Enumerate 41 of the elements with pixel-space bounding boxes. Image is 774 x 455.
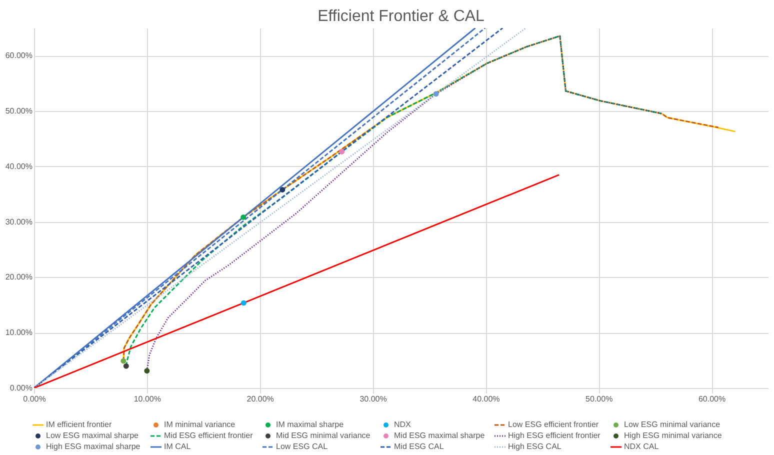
y-tick-label: 10.00%	[5, 328, 32, 338]
legend-label: IM efficient frontier	[46, 420, 112, 429]
chart-title: Efficient Frontier & CAL	[318, 8, 485, 25]
y-tick-label: 60.00%	[5, 51, 32, 60]
y-tick-label: 20.00%	[5, 272, 32, 282]
x-tick-label: 60.00%	[698, 394, 726, 404]
y-tick-label: 40.00%	[5, 162, 32, 171]
legend-label: Low ESG CAL	[276, 442, 328, 451]
legend-label: Low ESG maximal sharpe	[46, 431, 140, 440]
x-tick-label: 10.00%	[134, 394, 161, 404]
legend-label: Low ESG efficient frontier	[508, 420, 599, 429]
point	[240, 214, 246, 220]
legend-label: Low ESG minimal variance	[624, 420, 721, 429]
y-tick-label: 30.00%	[5, 217, 32, 226]
point	[433, 91, 439, 97]
legend-label: Mid ESG minimal variance	[276, 431, 371, 440]
point	[144, 368, 150, 374]
point	[120, 358, 126, 364]
x-tick-label: 20.00%	[246, 394, 274, 404]
legend-label: IM minimal variance	[164, 420, 236, 429]
y-tick-label: 0.00%	[10, 384, 32, 392]
x-tick-label: 0.00%	[23, 394, 46, 404]
legend-label: IM maximal sharpe	[276, 420, 344, 429]
legend-label: Mid ESG CAL	[394, 442, 444, 451]
point	[240, 300, 246, 306]
legend-label: High ESG efficient frontier	[508, 431, 601, 440]
point	[280, 186, 286, 192]
point	[123, 363, 129, 369]
x-tick-label: 40.00%	[472, 394, 500, 404]
legend-label: High ESG minimal variance	[624, 431, 722, 440]
point	[339, 148, 345, 154]
legend-label: Mid ESG maximal sharpe	[394, 431, 486, 440]
x-tick-label: 30.00%	[360, 394, 387, 404]
legend-label: High ESG CAL	[508, 442, 562, 451]
x-tick-label: 50.00%	[586, 394, 613, 404]
legend-label: NDX	[394, 420, 412, 429]
legend-label: NDX CAL	[624, 442, 660, 451]
legend-label: Mid ESG efficient frontier	[164, 431, 254, 440]
legend-label: High ESG maximal sharpe	[46, 442, 141, 451]
legend-label: IM CAL	[164, 442, 192, 451]
y-tick-label: 50.00%	[5, 106, 32, 116]
